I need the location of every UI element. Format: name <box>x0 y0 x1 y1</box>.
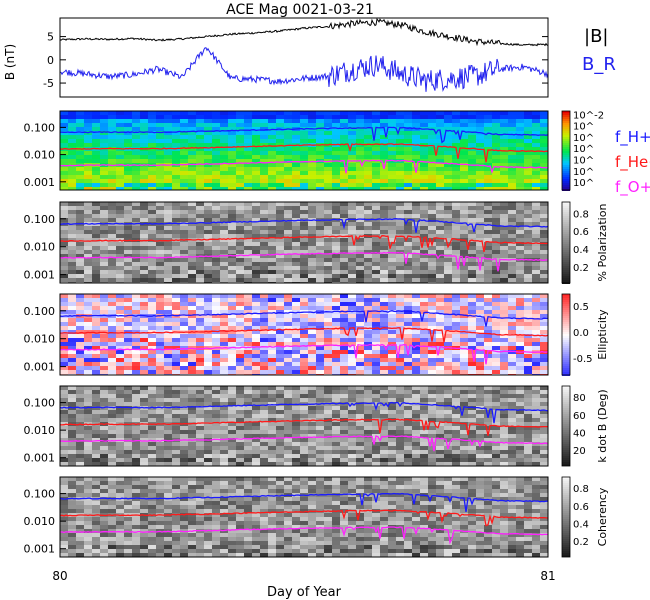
freq-tick-label: 0.100 <box>24 121 56 134</box>
line-f-h <box>59 401 549 424</box>
panel-frame <box>59 201 549 284</box>
colorbar <box>561 385 571 467</box>
freq-tick-label: 0.010 <box>24 424 56 437</box>
mag-frame <box>59 17 549 98</box>
x-axis-label: Day of Year <box>267 585 342 600</box>
colorbar-label: Coherency <box>596 487 609 546</box>
colorbar-tick: -0.5 <box>573 354 593 365</box>
colorbar-tick: 10^-2 <box>573 110 604 121</box>
line-f-he <box>59 143 549 163</box>
colorbar-tick: 0.0 <box>573 328 589 339</box>
freq-tick-label: 0.001 <box>24 269 56 282</box>
colorbar-tick: 0.4 <box>573 519 589 530</box>
freq-tick-label: 0.001 <box>24 452 56 465</box>
colorbar-label: % Polarization <box>596 204 609 282</box>
kdotb-panel: 0.100 0.010 0.001 80 60 40 20 k dot B (Deg) <box>24 385 609 467</box>
line-f-o <box>59 251 548 272</box>
freq-tick-label: 0.010 <box>24 333 56 346</box>
colorbar <box>561 201 571 284</box>
freq-tick-label: 0.100 <box>24 397 56 410</box>
colorbar-tick: 10^ <box>573 178 594 189</box>
line-f-he <box>59 509 549 527</box>
colorbar-tick: 60 <box>573 411 586 422</box>
colorbar-tick: 10^ <box>573 144 594 155</box>
colorbar-tick: 0.6 <box>573 502 589 513</box>
panel-frame <box>59 476 549 558</box>
line-btotal <box>59 17 549 47</box>
panel-frame <box>59 385 549 467</box>
colorbar-tick: 10^ <box>573 156 594 167</box>
colorbar-tick: 0.8 <box>573 484 589 495</box>
colorbar-tick: 0.5 <box>573 302 589 313</box>
line-f-h <box>59 218 549 233</box>
mag-tick-label: -5 <box>43 77 54 90</box>
freq-tick-label: 0.001 <box>24 176 56 189</box>
x-tick-81: 81 <box>540 569 555 583</box>
x-tick-80: 80 <box>52 569 67 583</box>
line-f-o <box>59 159 549 174</box>
mag-ylabel: B (nT) <box>3 44 17 80</box>
colorbar-tick: 0.2 <box>573 537 589 548</box>
legend-fo: f_O+ <box>615 178 650 197</box>
colorbar-tick: 10^ <box>573 122 594 133</box>
colorbar-tick: 20 <box>573 446 586 457</box>
line-f-h <box>59 310 549 327</box>
colorbar-label: k dot B (Deg) <box>596 389 609 462</box>
spectrogram-image <box>60 111 548 190</box>
polarization-panel: 0.100 0.010 0.001 0.8 0.6 0.4 0.2 % Polarizatio… <box>24 201 609 284</box>
colorbar-tick: 80 <box>573 393 586 404</box>
legend-fhe: f_He+ <box>615 153 650 172</box>
line-f-o <box>59 525 549 545</box>
line-f-h <box>59 126 549 144</box>
line-f-he <box>59 234 549 253</box>
freq-tick-label: 0.010 <box>24 515 56 528</box>
legend-br: B_R <box>582 54 616 75</box>
chart-title: ACE Mag 0021-03-21 <box>226 2 374 18</box>
legend-btotal: |B| <box>584 26 608 47</box>
line-f-he <box>60 326 549 343</box>
mag-field-panel: B (nT) 5 0 -5 |B| B_R <box>3 17 616 98</box>
panel-frame <box>59 293 549 376</box>
spectrogram-image <box>60 386 548 466</box>
colorbar-tick: 40 <box>573 428 586 439</box>
spectrogram-image <box>60 202 548 283</box>
freq-tick-label: 0.100 <box>24 213 56 226</box>
legend-fh: f_H+ <box>615 128 650 147</box>
colorbar-tick: 10^ <box>573 133 594 144</box>
freq-tick-label: 0.100 <box>24 488 56 501</box>
panel-frame <box>59 110 549 191</box>
freq-tick-label: 0.001 <box>24 361 56 374</box>
colorbar-tick: 0.6 <box>573 227 589 238</box>
line-f-o <box>59 343 549 365</box>
colorbar-tick: 0.2 <box>573 263 589 274</box>
freq-tick-label: 0.001 <box>24 543 56 556</box>
mag-tick-label: 5 <box>47 31 54 44</box>
ellipticity-panel: 0.100 0.010 0.001 0.5 0.0 -0.5 Ellipticity <box>24 293 609 376</box>
colorbar-label: Ellipticity <box>596 309 609 360</box>
mag-tick-label: 0 <box>47 54 54 67</box>
colorbar-tick: 10^ <box>573 167 594 178</box>
colorbar <box>561 293 571 376</box>
line-f-he <box>59 418 549 436</box>
line-f-h <box>59 492 548 512</box>
freq-tick-label: 0.010 <box>24 241 56 254</box>
colorbar-tick: 0.4 <box>573 245 589 256</box>
coherency-panel: 0.100 0.010 0.001 0.8 0.6 0.4 0.2 Coherency <box>24 476 609 558</box>
freq-tick-label: 0.010 <box>24 149 56 162</box>
colorbar-tick: 0.8 <box>573 209 589 220</box>
line-br <box>59 47 549 93</box>
spectrogram-image <box>60 294 548 375</box>
colorbar <box>561 110 571 191</box>
spectrogram-image <box>60 477 548 557</box>
freq-tick-label: 0.100 <box>24 305 56 318</box>
colorbar <box>561 476 571 558</box>
line-f-o <box>59 435 549 452</box>
